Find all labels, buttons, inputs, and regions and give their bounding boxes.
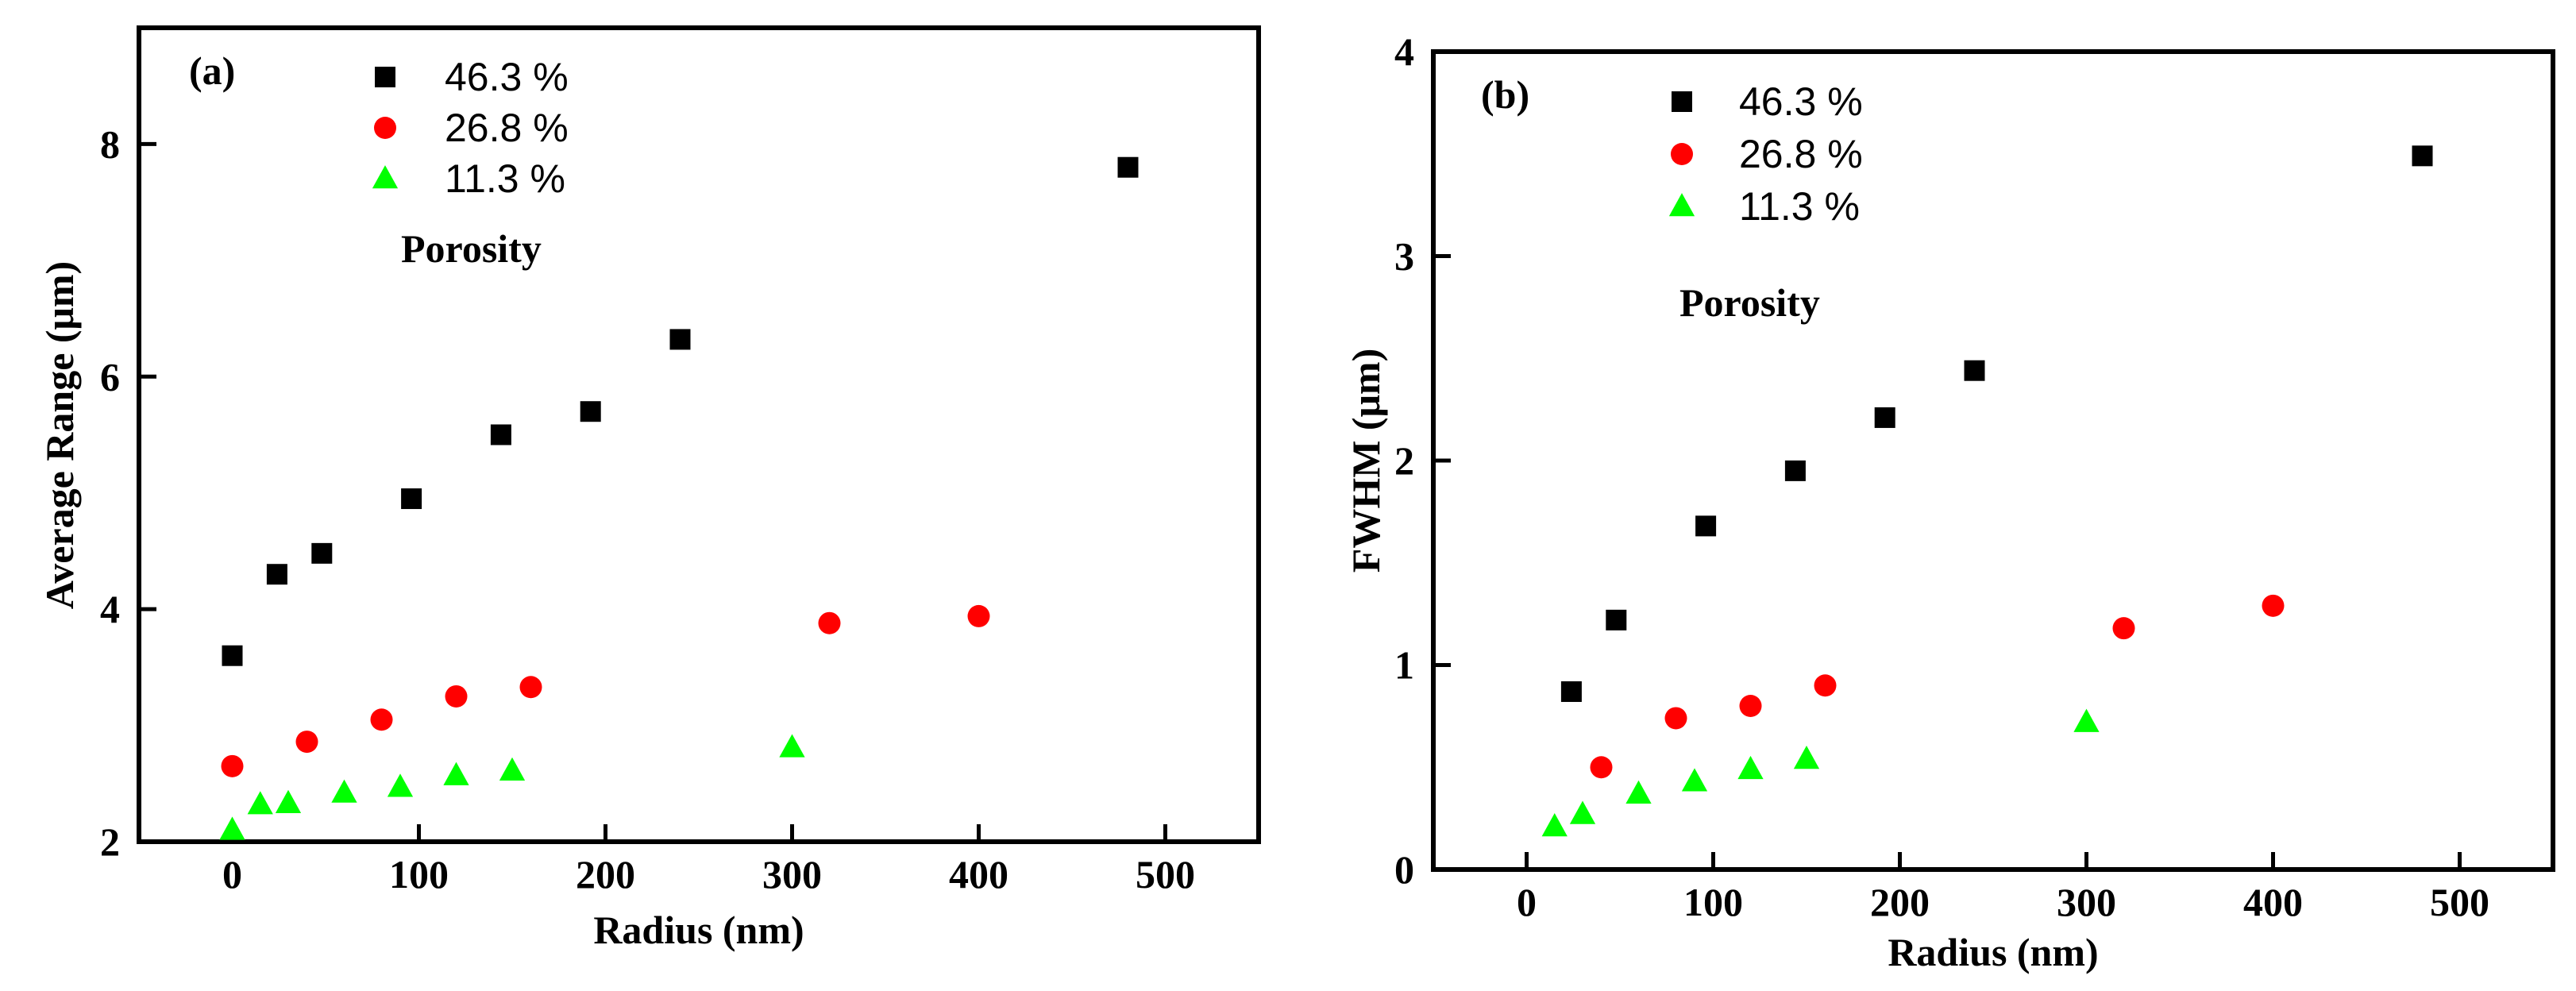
panel-a-point-triangle — [499, 757, 526, 781]
panel-b-point-triangle — [1625, 780, 1652, 804]
panel-a-point-circle — [445, 684, 468, 708]
panel-b-y-tick-label: 2 — [1394, 438, 1414, 483]
panel-b-point-circle — [2112, 617, 2135, 640]
panel-b-legend-marker-circle — [1671, 143, 1693, 165]
panel-a-point-triangle — [275, 789, 302, 813]
panel-b-label: (b) — [1481, 72, 1529, 117]
panel-b-y-tick-label: 0 — [1394, 847, 1414, 892]
panel-a-point-square — [1117, 156, 1139, 178]
panel-b-legend-entry: 11.3 % — [1739, 184, 1860, 229]
panel-b-marks — [1541, 145, 2433, 837]
panel-b-legend-title: Porosity — [1679, 280, 1820, 325]
panel-a: 0 100 200 300 400 500 2 4 6 8 (a) Radius (nm) Ave… — [37, 25, 1261, 952]
panel-b-legend-entry: 26.8 % — [1739, 132, 1863, 176]
panel-a-point-square — [401, 488, 422, 510]
panel-b-x-tick-label: 200 — [1870, 880, 1930, 924]
panel-b-y-tick-label: 3 — [1394, 234, 1414, 279]
panel-a-point-circle — [818, 611, 841, 634]
panel-a-point-triangle — [247, 791, 273, 815]
panel-a-y-axis-title: Average Range (μm) — [37, 261, 82, 609]
panel-a-legend-marker-triangle — [372, 165, 399, 189]
panel-b-y-tick-label: 4 — [1394, 29, 1414, 74]
panel-b-point-triangle — [1793, 746, 1820, 769]
panel-a-point-square — [311, 542, 333, 564]
panel-a-point-square — [266, 564, 287, 585]
panel-a-legend-entry: 11.3 % — [445, 156, 565, 201]
panel-a-marks — [219, 156, 1139, 840]
panel-b-x-tick-label: 500 — [2430, 880, 2489, 924]
panel-a-point-triangle — [443, 762, 469, 785]
panel-a-point-circle — [370, 708, 393, 731]
panel-b-point-square — [1784, 460, 1806, 481]
panel-b-point-square — [1964, 360, 1985, 381]
panel-b-ticks: 0 100 200 300 400 500 0 1 2 3 4 — [1394, 29, 2489, 924]
panel-b-legend-entry: 46.3 % — [1739, 79, 1863, 124]
panel-b-x-tick-label: 0 — [1517, 880, 1537, 924]
panel-b-legend-marker-triangle — [1668, 193, 1695, 217]
panel-b-point-square — [2412, 145, 2433, 167]
panel-a-ticks: 0 100 200 300 400 500 2 4 6 8 — [100, 121, 1195, 897]
panel-a-x-tick-label: 500 — [1136, 852, 1195, 897]
panel-b-x-axis-title: Radius (nm) — [1888, 930, 2098, 974]
panel-b-point-triangle — [1569, 800, 1596, 824]
panel-a-x-tick-label: 200 — [576, 852, 635, 897]
panel-a-x-tick-label: 100 — [389, 852, 449, 897]
panel-a-point-square — [222, 645, 243, 666]
panel-b-point-square — [1606, 609, 1627, 630]
panel-a-x-axis-title: Radius (nm) — [593, 908, 804, 952]
panel-a-label: (a) — [189, 48, 235, 93]
panel-b-point-triangle — [1681, 768, 1708, 792]
panel-a-legend-entry: 26.8 % — [445, 106, 569, 150]
panel-b-point-circle — [1739, 695, 1762, 717]
panel-b-y-axis-title: FWHM (μm) — [1344, 349, 1388, 573]
panel-a-frame — [137, 25, 1261, 844]
panel-b-y-tick-label: 1 — [1394, 643, 1414, 688]
panel-b-point-square — [1560, 681, 1582, 702]
panel-b-point-square — [1874, 407, 1895, 428]
panel-b-point-triangle — [1737, 755, 1764, 780]
panel-b-x-tick-label: 300 — [2057, 880, 2116, 924]
panel-b-x-tick-label: 400 — [2243, 880, 2303, 924]
panel-a-point-square — [490, 424, 511, 445]
panel-a-y-tick-label: 4 — [100, 587, 120, 631]
panel-b-legend-marker-square — [1672, 91, 1692, 112]
panel-b-point-triangle — [1541, 812, 1568, 837]
panel-a-point-square — [669, 329, 691, 350]
panel-b-point-triangle — [2073, 708, 2100, 732]
panel-a-legend: 46.3 % 26.8 % 11.3 % Porosity — [372, 55, 569, 271]
panel-b-point-circle — [1664, 707, 1687, 730]
panel-a-legend-title: Porosity — [401, 226, 542, 271]
panel-a-legend-marker-circle — [374, 117, 396, 139]
panel-a-point-triangle — [779, 734, 805, 758]
panel-a-point-square — [580, 401, 601, 422]
panel-b-x-tick-label: 100 — [1683, 880, 1743, 924]
panel-a-y-tick-label: 6 — [100, 354, 120, 399]
panel-a-x-tick-label: 0 — [222, 852, 242, 897]
panel-b-point-circle — [1590, 756, 1613, 779]
panel-a-point-circle — [295, 731, 318, 754]
panel-b-point-circle — [2262, 594, 2285, 617]
panel-a-point-circle — [967, 604, 990, 627]
panel-b-point-square — [1695, 515, 1717, 537]
panel-a-y-tick-label: 2 — [100, 819, 120, 864]
panel-a-x-tick-label: 300 — [762, 852, 822, 897]
panel-a-y-tick-label: 8 — [100, 121, 120, 166]
panel-a-point-triangle — [219, 816, 245, 840]
panel-b: 0 100 200 300 400 500 0 1 2 3 4 (b) Radius (nm) FW… — [1344, 29, 2555, 974]
panel-a-x-tick-label: 400 — [949, 852, 1008, 897]
panel-b-point-circle — [1814, 674, 1837, 697]
panel-a-legend-marker-square — [375, 67, 395, 87]
panel-a-point-circle — [519, 676, 542, 699]
panel-b-legend: 46.3 % 26.8 % 11.3 % Porosity — [1668, 79, 1863, 325]
panel-a-legend-entry: 46.3 % — [445, 55, 569, 99]
panel-a-point-triangle — [387, 773, 414, 797]
panel-a-point-triangle — [331, 779, 357, 803]
panel-a-point-circle — [221, 754, 244, 777]
